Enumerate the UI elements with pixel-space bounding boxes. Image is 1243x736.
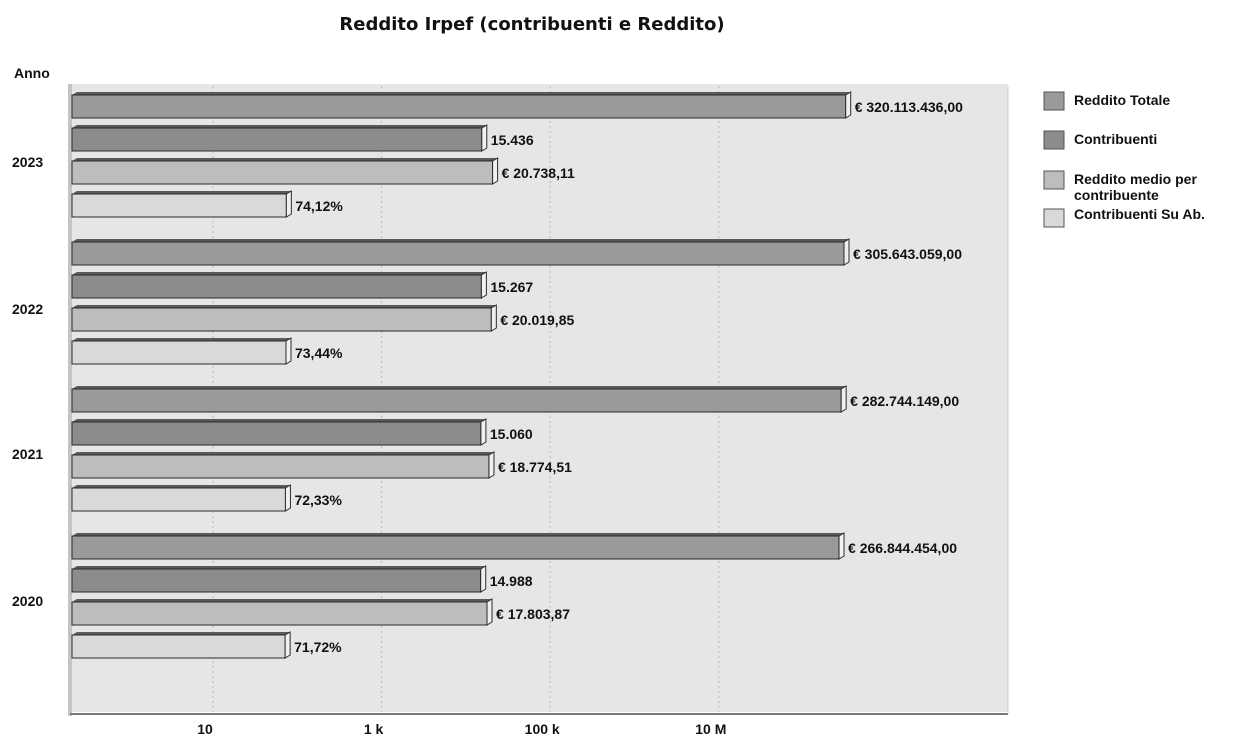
bar-side-face [285, 337, 292, 365]
y-tick-label: 2020 [12, 593, 43, 609]
bar-side-face [490, 304, 497, 332]
bar-top-face [72, 272, 487, 275]
y-tick-label: 2022 [12, 301, 43, 317]
data-label: 15.436 [491, 132, 534, 148]
bar-side-face [481, 124, 488, 152]
legend-label: Reddito Totale [1074, 92, 1170, 108]
bar-0-0 [71, 94, 847, 119]
data-label: € 18.774,51 [498, 459, 572, 475]
bar-top-face [72, 305, 497, 308]
bar-2-3 [71, 601, 488, 626]
legend-swatch-3 [1043, 208, 1065, 228]
bar-0-1 [71, 241, 845, 266]
bar-0-3 [71, 535, 840, 560]
legend-label: contribuente [1074, 187, 1159, 203]
data-label: € 266.844.454,00 [848, 540, 957, 556]
y-axis-label: Anno [14, 65, 50, 81]
bar-side-face [285, 190, 292, 218]
data-label: 15.267 [490, 279, 533, 295]
bar-3-0 [71, 193, 287, 218]
data-label: 74,12% [295, 198, 343, 214]
bar-top-face [72, 419, 486, 422]
bar-side-face [843, 238, 850, 266]
bar-0-2 [71, 388, 842, 413]
bar-2-2 [71, 454, 490, 479]
chart-title: Reddito Irpef (contribuenti e Reddito) [339, 14, 724, 35]
x-tick-label: 1 k [364, 721, 384, 736]
bar-1-3 [71, 568, 482, 593]
data-label: € 20.738,11 [502, 165, 575, 181]
bar-top-face [72, 125, 487, 128]
bar-3-1 [71, 340, 287, 365]
data-label: 72,33% [294, 492, 342, 508]
bar-top-face [72, 386, 847, 389]
bar-top-face [72, 92, 851, 95]
bar-top-face [72, 239, 850, 242]
bar-side-face [838, 532, 845, 560]
bar-top-face [72, 485, 291, 488]
bar-side-face [480, 418, 487, 446]
data-label: 71,72% [294, 639, 342, 655]
y-tick-label: 2021 [12, 446, 43, 462]
bar-side-face [845, 91, 852, 119]
bar-1-1 [71, 274, 482, 299]
data-label: 15.060 [490, 426, 533, 442]
bar-top-face [72, 566, 486, 569]
data-label: € 282.744.149,00 [850, 393, 959, 409]
bar-side-face [486, 598, 493, 626]
x-tick-label: 10 [197, 721, 213, 736]
legend-label: Reddito medio per [1074, 171, 1197, 187]
bar-side-face [488, 451, 495, 479]
data-label: 14.988 [490, 573, 533, 589]
bar-3-3 [71, 634, 286, 659]
bar-side-face [840, 385, 847, 413]
bar-top-face [72, 191, 292, 194]
x-tick-label: 100 k [525, 721, 560, 736]
data-label: € 20.019,85 [500, 312, 574, 328]
bar-2-1 [71, 307, 492, 332]
bar-side-face [480, 271, 487, 299]
y-tick-label: 2023 [12, 154, 43, 170]
bar-side-face [492, 157, 499, 185]
bar-top-face [72, 158, 498, 161]
bar-side-face [284, 631, 291, 659]
bar-top-face [72, 632, 291, 635]
data-label: € 17.803,87 [496, 606, 570, 622]
data-label: 73,44% [295, 345, 343, 361]
bar-top-face [72, 533, 845, 536]
x-tick-label: 10 M [695, 721, 726, 736]
data-label: € 305.643.059,00 [853, 246, 962, 262]
bar-side-face [284, 484, 291, 512]
legend-label: Contribuenti [1074, 131, 1157, 147]
legend-swatch-1 [1043, 130, 1065, 150]
bar-2-0 [71, 160, 494, 185]
bar-top-face [72, 599, 493, 602]
bar-top-face [72, 452, 494, 455]
bar-3-2 [71, 487, 286, 512]
legend-label: Contribuenti Su Ab. [1074, 206, 1205, 222]
bar-1-2 [71, 421, 482, 446]
bar-side-face [480, 565, 487, 593]
bar-1-0 [71, 127, 483, 152]
plot-left-wall [68, 84, 72, 716]
bar-top-face [72, 338, 291, 341]
data-label: € 320.113.436,00 [855, 99, 963, 115]
legend-swatch-0 [1043, 91, 1065, 111]
legend-swatch-2 [1043, 170, 1065, 190]
